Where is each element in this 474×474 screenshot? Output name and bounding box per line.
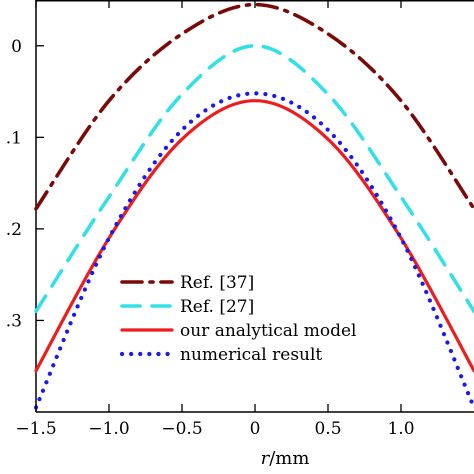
x-tick-label: 1.0	[387, 419, 414, 439]
x-tick-label: −1.5	[15, 419, 56, 439]
series-line-4	[33, 91, 474, 410]
x-axis-unit: /mm	[269, 448, 309, 469]
x-tick-label: −0.5	[161, 419, 202, 439]
y-tick-label: .3	[6, 311, 22, 331]
legend: Ref. [37] Ref. [27] our analytical model nu…	[119, 273, 356, 365]
legend-label-4: numerical result	[180, 345, 322, 365]
x-tick-label: 0	[250, 419, 261, 439]
series-line-2	[34, 43, 474, 314]
legend-label-1: Ref. [37]	[180, 273, 254, 293]
legend-label-2: Ref. [27]	[180, 297, 254, 317]
legend-label-3: our analytical model	[180, 321, 356, 341]
y-tick-label: 0	[11, 37, 22, 57]
x-axis-title: r/mm	[261, 448, 310, 469]
x-tick-label: 0.5	[314, 419, 341, 439]
series-line-1	[34, 2, 474, 211]
x-axis-variable: r	[261, 448, 271, 469]
ticks-layer: −1.5 −1.0 −0.5 0 0.5 1.0 0 .1 .2 .3	[6, 0, 415, 439]
y-tick-label: .1	[6, 128, 22, 148]
y-tick-label: .2	[6, 220, 22, 240]
series-layer	[33, 2, 474, 410]
x-tick-label: −1.0	[88, 419, 129, 439]
